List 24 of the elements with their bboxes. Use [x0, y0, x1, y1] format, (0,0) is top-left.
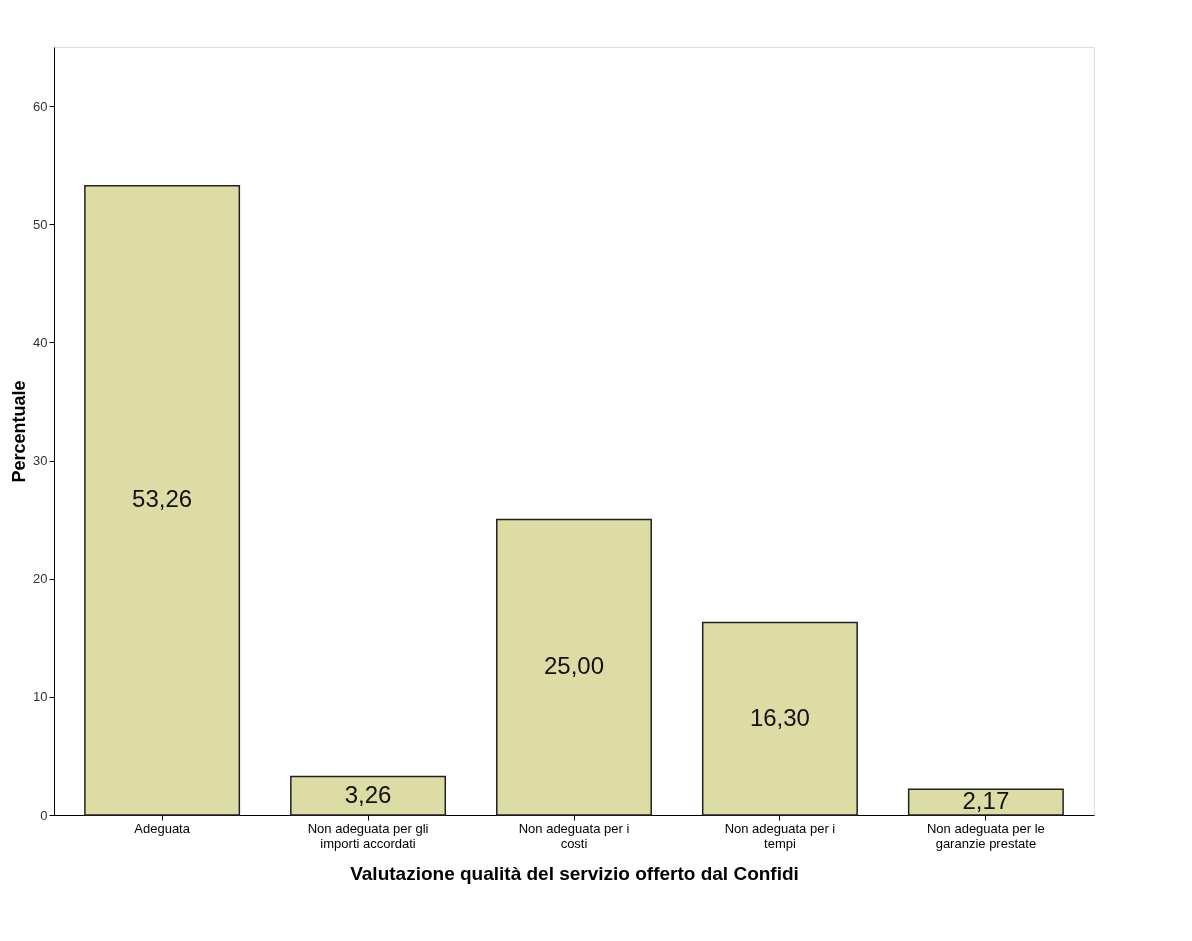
data-label: 2,17 — [962, 787, 1010, 815]
y-tick-label: 50 — [33, 216, 48, 232]
x-tick-label: Adeguata — [134, 820, 191, 836]
x-tick-label: Non adeguata per gli importi accordati — [307, 820, 429, 851]
data-label: 25,00 — [543, 652, 605, 680]
bar — [290, 775, 447, 816]
data-label: 3,26 — [344, 780, 392, 808]
bar — [701, 621, 858, 816]
y-tick-label: 10 — [33, 689, 48, 705]
data-label: 16,30 — [749, 703, 810, 731]
x-axis-title: Valutazione qualità del servizio offerto dal Confidi — [350, 862, 799, 884]
x-tick-label: Non adeguata per le garanzie prestate — [926, 820, 1045, 851]
x-tick-label: Non adeguata per i costi — [518, 820, 630, 851]
y-tick-label: 0 — [40, 807, 48, 823]
y-tick-label: 60 — [33, 98, 48, 114]
y-tick-label: 20 — [33, 571, 48, 587]
y-tick-label: 30 — [33, 453, 48, 469]
bar — [84, 184, 241, 816]
data-label: 53,26 — [132, 485, 193, 513]
bar — [496, 518, 652, 816]
bar — [907, 788, 1064, 816]
x-tick-label: Non adeguata per i tempi — [724, 820, 836, 851]
y-axis-title: Percentuale — [9, 380, 30, 483]
y-tick-label: 40 — [33, 334, 48, 350]
